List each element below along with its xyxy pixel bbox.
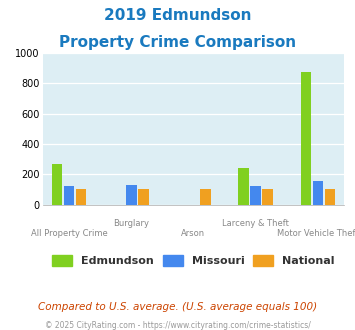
Text: 2019 Edmundson: 2019 Edmundson <box>104 8 251 23</box>
Text: Burglary: Burglary <box>113 219 149 228</box>
Bar <box>238 168 249 205</box>
Bar <box>126 185 137 205</box>
Text: Motor Vehicle Theft: Motor Vehicle Theft <box>277 229 355 238</box>
Text: Arson: Arson <box>181 229 206 238</box>
Text: All Property Crime: All Property Crime <box>31 229 107 238</box>
Bar <box>262 189 273 205</box>
Bar <box>250 185 261 205</box>
Bar <box>51 164 62 205</box>
Bar <box>313 181 323 205</box>
Bar <box>64 185 74 205</box>
Bar <box>200 189 211 205</box>
Bar <box>324 189 335 205</box>
Text: Larceny & Theft: Larceny & Theft <box>222 219 289 228</box>
Bar <box>76 189 86 205</box>
Legend: Edmundson, Missouri, National: Edmundson, Missouri, National <box>48 250 339 270</box>
Bar <box>301 72 311 205</box>
Bar <box>138 189 149 205</box>
Text: © 2025 CityRating.com - https://www.cityrating.com/crime-statistics/: © 2025 CityRating.com - https://www.city… <box>45 321 310 330</box>
Text: Property Crime Comparison: Property Crime Comparison <box>59 35 296 50</box>
Text: Compared to U.S. average. (U.S. average equals 100): Compared to U.S. average. (U.S. average … <box>38 302 317 312</box>
